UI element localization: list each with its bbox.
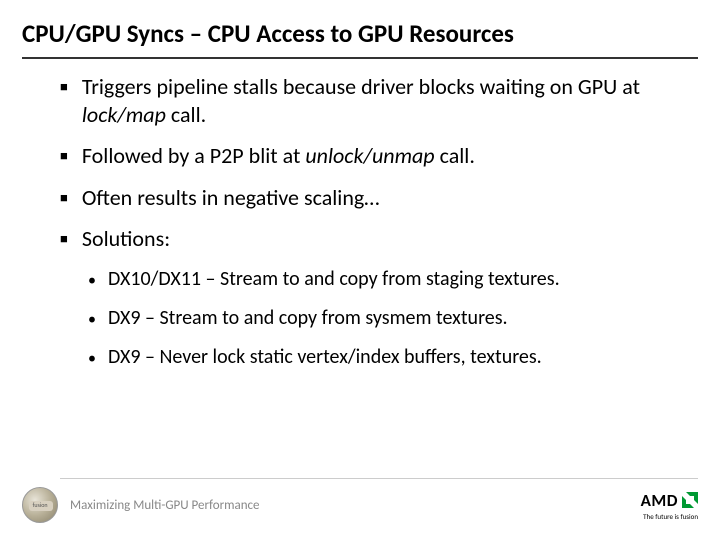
bullet-item: ■ Solutions: <box>60 225 680 253</box>
bullet-marker: • <box>88 349 96 369</box>
bullet-marker: • <box>88 271 96 291</box>
sub-bullet-item: • DX9 – Never lock static vertex/index b… <box>88 345 680 370</box>
fusion-badge-icon: fusion <box>22 487 58 523</box>
bullet-item: ■ Triggers pipeline stalls because drive… <box>60 73 680 128</box>
footer: fusion Maximizing Multi-GPU Performance … <box>0 478 720 540</box>
amd-text: AMD <box>641 490 678 511</box>
bullet-text: Solutions: <box>82 225 170 253</box>
bullet-marker: ■ <box>60 191 68 207</box>
bullet-marker: ■ <box>60 80 68 96</box>
amd-logo-top: AMD <box>641 490 698 511</box>
amd-tagline: The future is fusion <box>643 512 698 521</box>
slide-title: CPU/GPU Syncs – CPU Access to GPU Resour… <box>0 0 720 57</box>
amd-logo: AMD The future is fusion <box>641 490 698 521</box>
footer-left: fusion Maximizing Multi-GPU Performance <box>22 487 260 523</box>
sub-bullet-item: • DX9 – Stream to and copy from sysmem t… <box>88 306 680 331</box>
bullet-text: DX9 – Never lock static vertex/index buf… <box>108 345 542 370</box>
bullet-marker: ■ <box>60 232 68 248</box>
bullet-text: DX9 – Stream to and copy from sysmem tex… <box>108 306 508 331</box>
bullet-marker: ■ <box>60 149 68 165</box>
title-underline <box>22 57 698 59</box>
bullet-item: ■ Often results in negative scaling… <box>60 184 680 212</box>
sub-bullet-item: • DX10/DX11 – Stream to and copy from st… <box>88 267 680 292</box>
amd-arrow-icon <box>682 492 698 508</box>
footer-content: fusion Maximizing Multi-GPU Performance … <box>0 479 720 523</box>
bullet-text: Followed by a P2P blit at unlock/unmap c… <box>82 142 475 170</box>
bullet-text: DX10/DX11 – Stream to and copy from stag… <box>108 267 560 292</box>
bullet-item: ■ Followed by a P2P blit at unlock/unmap… <box>60 142 680 170</box>
footer-title: Maximizing Multi-GPU Performance <box>70 498 260 513</box>
content-area: ■ Triggers pipeline stalls because drive… <box>0 73 720 370</box>
bullet-text: Often results in negative scaling… <box>82 184 380 212</box>
bullet-marker: • <box>88 310 96 330</box>
bullet-text: Triggers pipeline stalls because driver … <box>82 73 680 128</box>
